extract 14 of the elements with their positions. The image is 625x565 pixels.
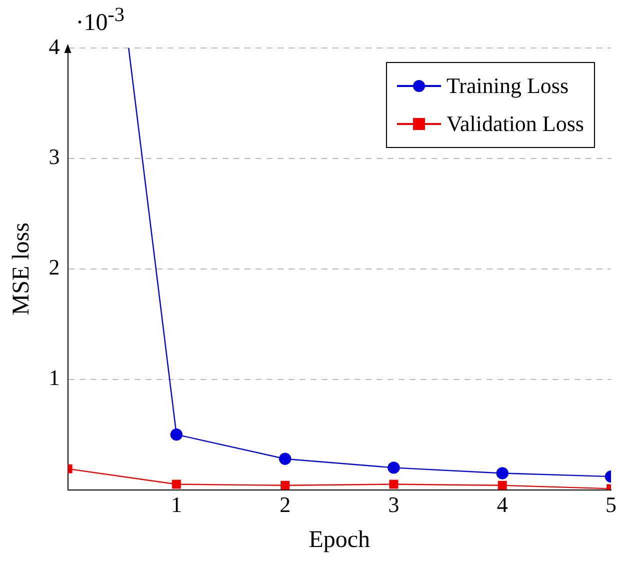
x-tick-label: 1 xyxy=(170,492,182,517)
y-axis-title: MSE loss xyxy=(8,222,35,316)
x-tick-label: 5 xyxy=(606,492,616,517)
x-tick-label: 2 xyxy=(280,492,291,517)
y-tick-label: 2 xyxy=(48,254,60,280)
y-tick-label: 3 xyxy=(48,144,60,170)
y-tick-label: 1 xyxy=(48,365,60,390)
legend-label: Validation Loss xyxy=(446,110,584,138)
legend-label: Training Loss xyxy=(446,72,569,100)
x-tick-label: 4 xyxy=(496,492,508,517)
text: ·10$^{-3}$ xyxy=(76,4,124,37)
x-tick-label: 3 xyxy=(388,492,400,517)
x-axis-title: Epoch xyxy=(308,526,370,553)
y-tick-label: 4 xyxy=(48,34,60,59)
